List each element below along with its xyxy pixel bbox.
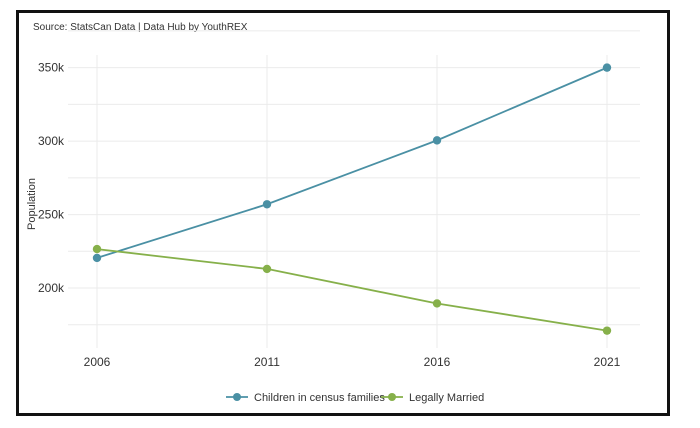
y-tick-label: 350k — [38, 61, 65, 75]
legend-swatch-point — [388, 393, 396, 401]
legend-label: Children in census families — [254, 392, 385, 404]
x-tick-label: 2016 — [424, 355, 451, 369]
data-point — [262, 200, 272, 209]
legend-label: Legally Married — [409, 392, 484, 404]
data-point — [432, 299, 442, 308]
y-axis-ticks: 200k 250k 300k 350k — [38, 61, 65, 295]
x-axis-ticks: 2006 2011 2016 2021 — [84, 355, 621, 369]
x-tick-label: 2011 — [254, 355, 280, 369]
y-tick-label: 300k — [38, 134, 65, 148]
data-point — [92, 253, 102, 263]
x-tick-label: 2006 — [84, 355, 111, 369]
source-note: Source: StatsCan Data | Data Hub by Yout… — [33, 22, 248, 33]
legend: Children in census families Legally Marri… — [226, 392, 484, 404]
data-point — [262, 264, 272, 274]
series-line-0 — [96, 66, 608, 259]
series-line-1 — [96, 248, 608, 332]
x-tick-label: 2021 — [594, 355, 621, 369]
series-lines — [96, 66, 608, 332]
chart-frame: Source: StatsCan Data | Data Hub by Yout… — [16, 10, 670, 416]
data-point — [602, 326, 612, 335]
data-point — [92, 244, 102, 254]
legend-swatch-point — [233, 393, 241, 401]
series-points — [92, 63, 612, 335]
y-tick-label: 200k — [38, 281, 65, 295]
grid-lines — [68, 30, 640, 348]
y-tick-label: 250k — [38, 208, 65, 222]
data-point — [432, 136, 442, 145]
data-point — [602, 63, 612, 72]
y-axis-label: Population — [26, 178, 38, 230]
